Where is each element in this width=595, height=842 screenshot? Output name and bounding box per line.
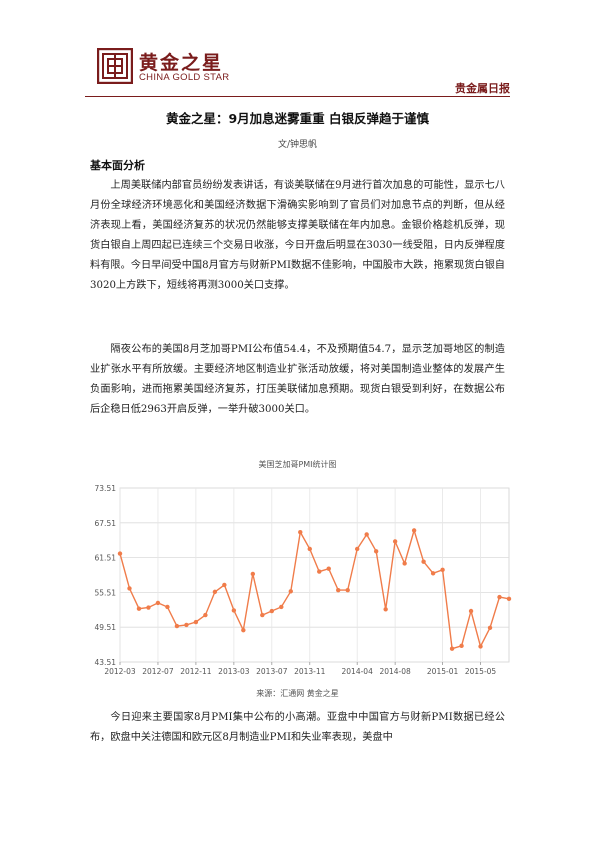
paragraph-2: 隔夜公布的美国8月芝加哥PMI公布值54.4，不及预期值54.7，显示芝加哥地区…: [90, 344, 505, 415]
pmi-data-point: [250, 571, 256, 577]
x-tick-label: 2013-03: [218, 667, 250, 676]
pmi-data-point: [506, 596, 512, 602]
pmi-data-point: [174, 623, 180, 629]
pmi-data-point: [430, 571, 436, 576]
x-tick-label: 2013-11: [294, 667, 326, 676]
pmi-data-point: [392, 539, 398, 544]
pmi-data-point: [279, 604, 284, 610]
header-divider: [85, 96, 510, 97]
brand-logo: 黄金之星 CHINA GOLD STAR: [97, 48, 247, 92]
pmi-data-point: [354, 546, 360, 552]
y-tick-label: 67.51: [95, 519, 117, 528]
pmi-data-point: [411, 528, 417, 533]
pmi-data-point: [497, 594, 502, 600]
x-tick-label: 2013-07: [256, 667, 288, 676]
pmi-data-point: [298, 529, 303, 535]
paragraph-3: 今日迎来主要国家8月PMI集中公布的小高潮。亚盘中中国官方与财新PMI数据已经公…: [90, 712, 505, 743]
paragraph-1: 上周美联储内部官员纷纷发表讲话，有谈美联储在9月进行首次加息的可能性，显示七八月…: [90, 180, 505, 291]
pmi-data-point: [146, 605, 151, 610]
pmi-data-point: [184, 622, 189, 628]
pmi-data-point: [402, 561, 407, 566]
pmi-data-point: [307, 546, 312, 552]
pmi-data-point: [212, 589, 218, 595]
x-tick-label: 2015-01: [427, 667, 459, 676]
chart-source: 来源：汇通网 黄金之星: [256, 689, 339, 698]
pmi-data-point: [383, 607, 388, 612]
pmi-data-point: [155, 600, 161, 606]
pmi-data-point: [468, 608, 474, 614]
y-tick-label: 49.51: [95, 623, 117, 632]
pmi-data-point: [478, 644, 483, 649]
pmi-data-point: [231, 608, 237, 613]
x-tick-label: 2014-04: [342, 667, 374, 676]
logo-text-en: CHINA GOLD STAR: [139, 72, 230, 83]
pmi-data-point: [136, 606, 142, 611]
report-name: 贵金属日报: [455, 82, 510, 95]
x-tick-label: 2014-08: [379, 667, 411, 676]
pmi-series-line: [119, 527, 510, 650]
x-tick-label: 2012-11: [180, 667, 212, 676]
pmi-data-point: [260, 612, 265, 618]
logo-mark-icon: [97, 48, 133, 84]
pmi-data-point: [288, 589, 293, 594]
chart-title: 美国芝加哥PMI统计图: [258, 460, 337, 469]
y-tick-label: 61.51: [95, 554, 117, 563]
logo-text-cn: 黄金之星: [139, 52, 224, 74]
pmi-data-point: [117, 551, 123, 556]
x-tick-label: 2015-05: [465, 667, 497, 676]
section-heading: 基本面分析: [90, 159, 145, 172]
pmi-data-point: [165, 604, 170, 610]
y-tick-label: 73.51: [95, 484, 117, 493]
pmi-data-point: [345, 587, 350, 593]
pmi-data-point: [203, 612, 208, 618]
pmi-data-point: [459, 643, 464, 649]
x-tick-label: 2012-03: [104, 667, 136, 676]
pmi-data-point: [269, 608, 275, 614]
article-title: 黄金之星：9月加息迷雾重重 白银反弹趋于谨慎: [165, 111, 430, 126]
y-tick-label: 55.51: [95, 588, 117, 597]
pmi-data-point: [440, 567, 445, 573]
pmi-data-point: [326, 566, 331, 571]
pmi-data-point: [241, 627, 246, 633]
pmi-data-point: [317, 569, 322, 574]
pmi-data-point: [193, 619, 199, 625]
pmi-data-point: [487, 625, 493, 631]
pmi-data-point: [421, 559, 426, 564]
x-tick-label: 2012-07: [142, 667, 174, 676]
pmi-data-point: [127, 586, 132, 591]
pmi-data-point: [364, 532, 369, 537]
article-author: 文/钟思帆: [277, 140, 318, 150]
y-tick-label: 43.51: [95, 658, 117, 667]
pmi-data-point: [373, 549, 379, 554]
pmi-data-point: [336, 587, 341, 593]
pmi-data-point: [449, 646, 455, 651]
pmi-data-point: [222, 582, 227, 588]
